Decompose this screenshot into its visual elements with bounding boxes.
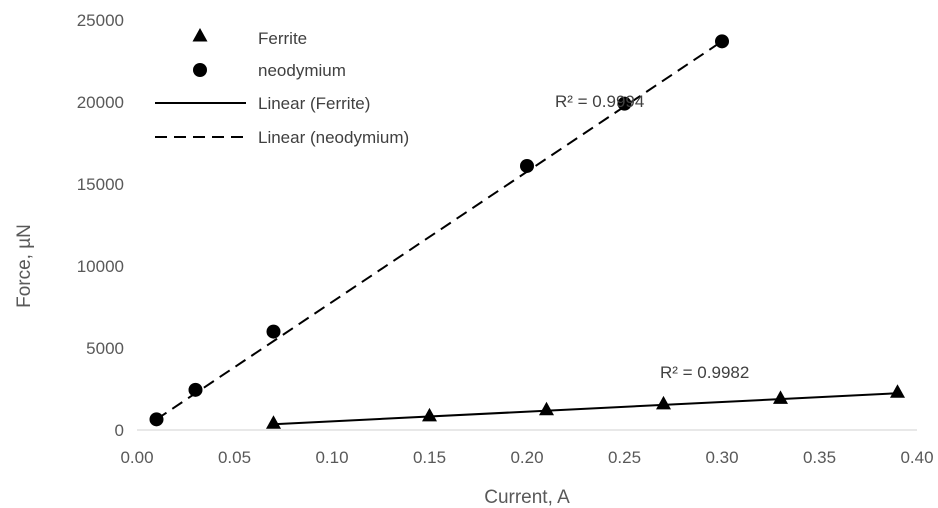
y-tick-label: 25000 [77,11,124,30]
r2-label: R² = 0.9994 [555,92,644,111]
neodymium-point [149,412,164,427]
legend-linear-neodymium-label: Linear (neodymium) [258,128,409,147]
r2-labels: R² = 0.9982 R² = 0.9994 [555,92,749,382]
neodymium-point [266,324,281,339]
ferrite-point [539,401,554,416]
x-tick-label: 0.30 [705,448,738,467]
y-axis-title: Force, µN [14,224,35,308]
x-tick-label: 0.25 [608,448,641,467]
x-tick-labels: 0.00 0.05 0.10 0.15 0.20 0.25 0.30 0.35 0.40 [120,448,933,467]
x-tick-label: 0.15 [413,448,446,467]
legend-linear-ferrite-label: Linear (Ferrite) [258,94,370,113]
x-tick-label: 0.35 [803,448,836,467]
y-tick-label: 20000 [77,93,124,112]
neodymium-point [715,34,729,49]
ferrite-point [266,415,281,429]
legend-ferrite-label: Ferrite [258,29,307,48]
x-tick-label: 0.40 [900,448,933,467]
r2-label: R² = 0.9982 [660,363,749,382]
x-axis-title: Current, A [484,487,570,508]
trendlines [155,40,898,426]
legend-neodymium-label: neodymium [258,61,346,80]
x-tick-label: 0.10 [315,448,348,467]
neodymium-point [188,382,203,397]
ferrite-point [422,407,437,422]
legend-ferrite-marker [192,28,208,42]
neodymium-point [617,96,632,111]
y-tick-label: 0 [115,421,124,440]
y-tick-label: 15000 [77,175,124,194]
legend: Ferrite neodymium Linear (Ferrite) Linear (… [155,28,409,147]
y-tick-label: 5000 [86,339,124,358]
ferrite-point [773,390,788,404]
neodymium-point [520,158,534,173]
ferrite-point [890,384,905,398]
legend-neodymium-marker [193,63,207,77]
y-tick-label: 10000 [77,257,124,276]
ferrite-point [656,395,671,410]
x-tick-label: 0.00 [120,448,153,467]
trendline-ferrite [273,392,898,426]
data-markers [149,34,905,429]
y-tick-labels: 0 5000 10000 15000 20000 25000 [77,11,124,440]
x-tick-label: 0.20 [510,448,543,467]
x-tick-label: 0.05 [218,448,251,467]
